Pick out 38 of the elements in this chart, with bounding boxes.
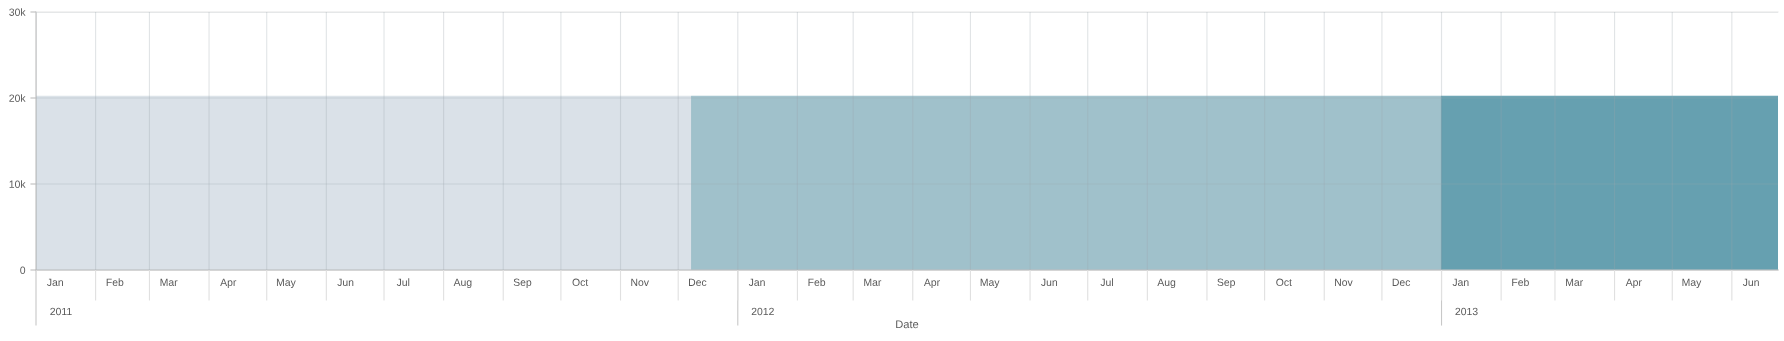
x-tick-label: Sep: [513, 278, 532, 289]
x-tick-label: Jun: [1742, 278, 1759, 286]
x-tick-label: Feb: [106, 278, 124, 286]
x-tick-label: Mar: [864, 278, 882, 286]
x-tick-label: Jul: [396, 278, 410, 286]
y-tick-label: 20k: [9, 94, 26, 102]
y-tick-label: 30k: [9, 8, 26, 16]
x-tick-label: Dec: [1392, 278, 1411, 286]
x-tick-label: Jan: [46, 278, 63, 286]
x-tick-label: Jul: [1100, 278, 1113, 286]
x-tick-label: Feb: [1512, 278, 1529, 286]
x2-tick-label: 2013: [1455, 307, 1478, 316]
x-tick-label: Apr: [923, 278, 940, 289]
y-tick-label: 10k: [9, 180, 26, 188]
x2-tick-label: 2011: [50, 307, 72, 316]
x-tick-label: Nov: [1335, 278, 1353, 286]
x-tick-label: Oct: [572, 278, 589, 286]
x-tick-label: Oct: [1276, 278, 1292, 286]
y-tick-label: 0: [20, 266, 26, 274]
x-tick-label: May: [980, 278, 1000, 289]
x-tick-label: Dec: [689, 278, 707, 286]
x-axis-title: Date: [896, 320, 919, 329]
x-tick-label: May: [1682, 278, 1702, 289]
x-tick-label: May: [276, 278, 296, 289]
x-tick-label: Aug: [1157, 278, 1176, 289]
x-tick-label: Feb: [808, 278, 826, 286]
x-tick-label: Jan: [748, 278, 765, 286]
x-tick-label: Nov: [631, 278, 649, 286]
x-tick-label: Mar: [1566, 278, 1583, 286]
x-tick-label: Apr: [220, 278, 237, 289]
x2-tick-label: 2012: [751, 307, 774, 316]
x-tick-label: Jan: [1452, 278, 1469, 286]
x-tick-label: Mar: [160, 278, 178, 286]
x-tick-label: Apr: [1625, 278, 1642, 289]
x-tick-label: Jun: [1041, 278, 1057, 286]
x-tick-label: Aug: [453, 278, 472, 289]
x-tick-label: Sep: [1217, 278, 1236, 289]
x-tick-label: Jun: [337, 278, 354, 286]
